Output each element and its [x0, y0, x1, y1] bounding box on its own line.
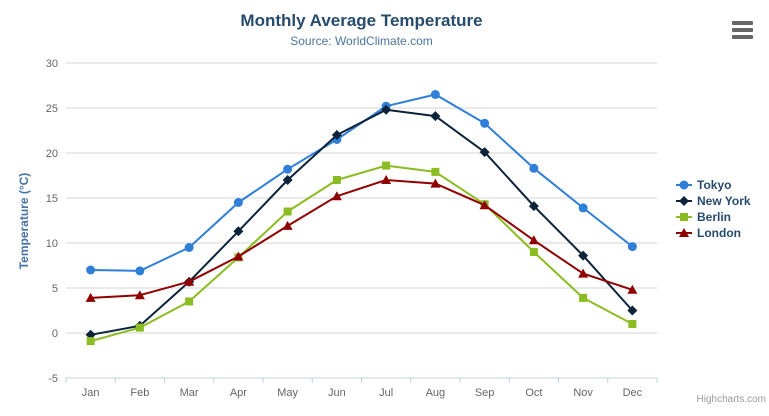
data-point-tokyo[interactable]: [233, 198, 243, 207]
chart-title: Monthly Average Temperature: [240, 11, 483, 30]
data-point-tokyo[interactable]: [578, 203, 588, 213]
legend-item-tokyo[interactable]: Tokyo: [676, 178, 731, 192]
series-tokyo: [86, 90, 637, 276]
data-point-london[interactable]: [578, 268, 589, 278]
series-london: [85, 175, 638, 302]
legend-item-new-york[interactable]: New York: [676, 194, 751, 208]
data-point-new-york[interactable]: [430, 111, 441, 122]
data-point-tokyo[interactable]: [430, 90, 440, 99]
y-axis-title: Temperature (°C): [17, 173, 31, 270]
data-point-berlin[interactable]: [579, 293, 588, 302]
hamburger-bar: [732, 28, 753, 32]
legend-label: New York: [697, 194, 751, 208]
credits-link[interactable]: Highcharts.com: [696, 394, 766, 405]
hamburger-bar: [732, 35, 753, 39]
x-axis-label: Mar: [180, 387, 199, 399]
data-point-berlin[interactable]: [332, 176, 341, 184]
data-point-new-york[interactable]: [479, 147, 490, 158]
series-new-york: [85, 104, 638, 340]
y-axis-label: 0: [52, 328, 58, 340]
data-point-london[interactable]: [627, 284, 638, 294]
x-axis-label: Aug: [426, 387, 446, 399]
x-axis-label: Nov: [573, 387, 593, 399]
series-line-london[interactable]: [89, 179, 634, 299]
data-point-london[interactable]: [85, 292, 96, 302]
y-axis-label: 20: [46, 148, 58, 160]
legend-marker-new-york[interactable]: [679, 196, 689, 206]
x-axis-label: Jul: [379, 387, 393, 399]
series-line-new-york[interactable]: [89, 108, 634, 336]
data-point-berlin[interactable]: [86, 337, 95, 346]
series-line-tokyo[interactable]: [89, 93, 634, 272]
y-axis-label: 15: [46, 193, 58, 205]
x-axis-label: Dec: [623, 387, 643, 399]
data-point-london[interactable]: [233, 251, 244, 261]
x-axis-label: Oct: [525, 387, 542, 399]
x-axis-label: May: [277, 387, 298, 399]
data-point-berlin[interactable]: [283, 207, 292, 216]
data-point-new-york[interactable]: [381, 104, 392, 115]
data-point-new-york[interactable]: [578, 250, 589, 261]
hamburger-bar: [732, 21, 753, 25]
y-axis-label: 10: [46, 238, 58, 250]
legend-label: Berlin: [697, 210, 731, 224]
data-point-london[interactable]: [528, 235, 539, 245]
data-point-new-york[interactable]: [233, 226, 244, 237]
data-point-london[interactable]: [184, 276, 195, 286]
data-point-tokyo[interactable]: [283, 164, 293, 174]
data-point-tokyo[interactable]: [480, 118, 490, 128]
legend-label: London: [697, 226, 741, 240]
y-axis-label: 30: [46, 58, 58, 70]
data-point-new-york[interactable]: [528, 201, 539, 212]
y-axis-label: -5: [48, 373, 58, 385]
x-axis-label: Jan: [82, 387, 100, 399]
x-axis-label: Sep: [475, 387, 495, 399]
y-axis-label: 25: [46, 103, 58, 115]
data-point-berlin[interactable]: [382, 161, 391, 170]
legend-item-berlin[interactable]: Berlin: [676, 210, 731, 224]
data-point-tokyo[interactable]: [184, 243, 194, 252]
legend-marker-london[interactable]: [679, 228, 689, 237]
x-axis-label: Jun: [328, 387, 346, 399]
legend-item-london[interactable]: London: [676, 226, 741, 240]
data-point-berlin[interactable]: [431, 167, 440, 176]
data-point-berlin[interactable]: [135, 323, 144, 332]
data-point-new-york[interactable]: [282, 175, 293, 185]
data-point-new-york[interactable]: [627, 305, 638, 316]
x-axis-label: Apr: [230, 387, 247, 399]
legend-marker-berlin[interactable]: [680, 213, 688, 221]
data-point-berlin[interactable]: [529, 248, 538, 256]
chart-subtitle: Source: WorldClimate.com: [290, 34, 433, 48]
legend-marker-tokyo[interactable]: [679, 180, 689, 190]
data-point-london[interactable]: [282, 220, 293, 230]
data-point-tokyo[interactable]: [529, 163, 539, 173]
hamburger-menu-icon[interactable]: [731, 20, 754, 40]
data-point-london[interactable]: [430, 178, 441, 188]
data-point-tokyo[interactable]: [135, 266, 145, 276]
data-point-london[interactable]: [479, 200, 490, 210]
data-point-berlin[interactable]: [628, 320, 637, 328]
data-point-tokyo[interactable]: [86, 265, 96, 275]
data-point-new-york[interactable]: [331, 130, 342, 140]
series-line-berlin[interactable]: [89, 164, 634, 343]
data-point-london[interactable]: [331, 191, 342, 201]
y-axis-label: 5: [52, 283, 58, 295]
data-point-berlin[interactable]: [185, 297, 194, 306]
data-point-london[interactable]: [381, 175, 392, 184]
x-axis-label: Feb: [130, 387, 149, 399]
data-point-tokyo[interactable]: [627, 242, 637, 252]
data-point-london[interactable]: [134, 290, 145, 300]
legend-label: Tokyo: [697, 178, 731, 192]
